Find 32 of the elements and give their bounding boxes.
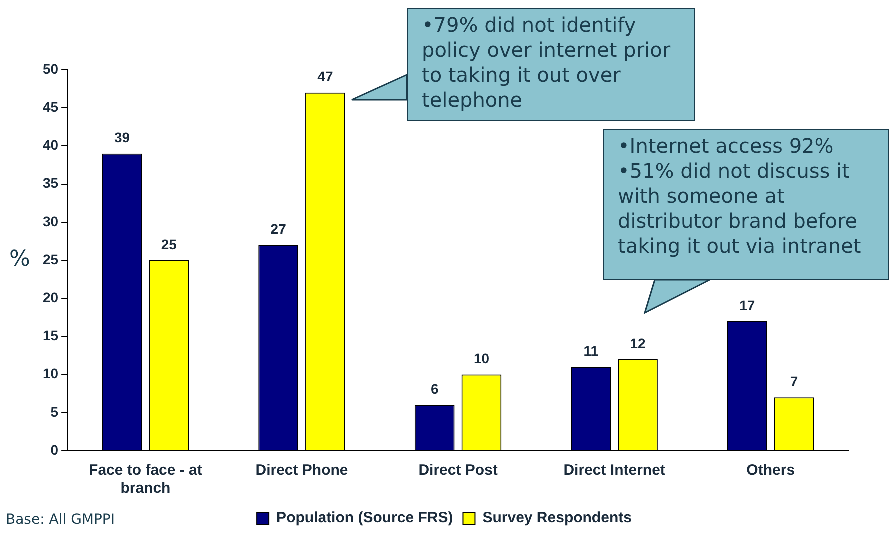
data-label: 39: [114, 130, 130, 146]
annotation: •79% did not identify policy over internet prior to taking it out over telephone: [407, 8, 695, 121]
legend-label: Survey Respondents: [482, 510, 632, 527]
legend-label: Population (Source FRS): [276, 510, 454, 527]
data-label: 17: [740, 297, 756, 314]
data-label: 27: [270, 221, 287, 238]
y-tick-label: 50: [42, 60, 59, 77]
y-tick-label: 40: [42, 137, 59, 154]
y-tick-label: 20: [42, 289, 59, 306]
data-label: 6: [430, 381, 439, 398]
y-tick-label: 5: [50, 404, 59, 420]
data-label: 47: [318, 68, 334, 85]
data-label: 25: [161, 236, 178, 252]
data-label: 10: [474, 350, 490, 367]
y-tick-label: 15: [42, 328, 59, 344]
y-tick-label: 25: [42, 251, 59, 268]
y-tick-label: 45: [42, 98, 59, 115]
y-tick-label: 35: [42, 175, 59, 192]
y-tick-label: 30: [42, 213, 59, 230]
x-tick-label: Others: [746, 462, 796, 480]
data-label: 7: [790, 374, 798, 390]
text: Base: All GMPPI: [6, 512, 116, 528]
data-label: 11: [584, 343, 599, 360]
annotation: •Internet access 92% •51% did not discuss it with someone at distributor brand before taking it out via intranet: [603, 129, 889, 280]
y-tick-label: 10: [42, 366, 59, 382]
y-axis-title: %: [10, 247, 30, 272]
data-label: 12: [630, 335, 646, 352]
x-tick-label: Direct Internet: [564, 462, 666, 480]
x-tick-label: Direct Post: [418, 462, 498, 480]
x-tick-label: Direct Phone: [256, 462, 348, 480]
x-tick-label: Face to face - at branch: [89, 462, 202, 498]
y-tick-label: 0: [50, 442, 59, 458]
